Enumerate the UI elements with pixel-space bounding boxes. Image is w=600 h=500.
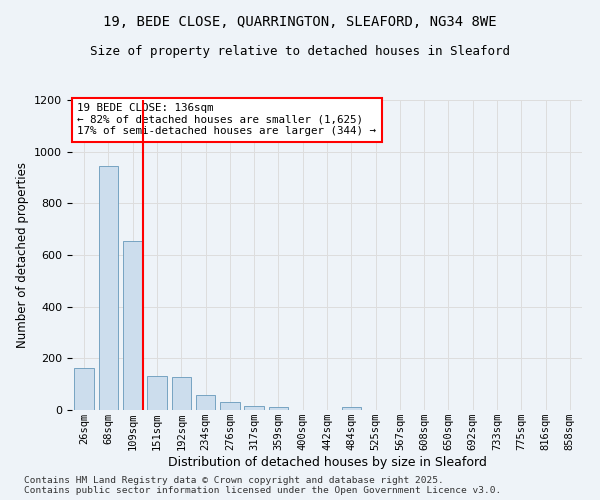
Bar — [220, 402, 239, 410]
Bar — [269, 408, 288, 410]
Y-axis label: Number of detached properties: Number of detached properties — [16, 162, 29, 348]
X-axis label: Distribution of detached houses by size in Sleaford: Distribution of detached houses by size … — [167, 456, 487, 469]
Bar — [99, 166, 118, 410]
Text: Size of property relative to detached houses in Sleaford: Size of property relative to detached ho… — [90, 45, 510, 58]
Bar — [244, 406, 264, 410]
Bar — [196, 396, 215, 410]
Bar — [147, 376, 167, 410]
Bar — [123, 241, 142, 410]
Text: 19 BEDE CLOSE: 136sqm
← 82% of detached houses are smaller (1,625)
17% of semi-d: 19 BEDE CLOSE: 136sqm ← 82% of detached … — [77, 103, 376, 136]
Bar — [341, 406, 361, 410]
Bar — [74, 368, 94, 410]
Text: Contains HM Land Registry data © Crown copyright and database right 2025.
Contai: Contains HM Land Registry data © Crown c… — [24, 476, 501, 495]
Bar — [172, 377, 191, 410]
Text: 19, BEDE CLOSE, QUARRINGTON, SLEAFORD, NG34 8WE: 19, BEDE CLOSE, QUARRINGTON, SLEAFORD, N… — [103, 15, 497, 29]
